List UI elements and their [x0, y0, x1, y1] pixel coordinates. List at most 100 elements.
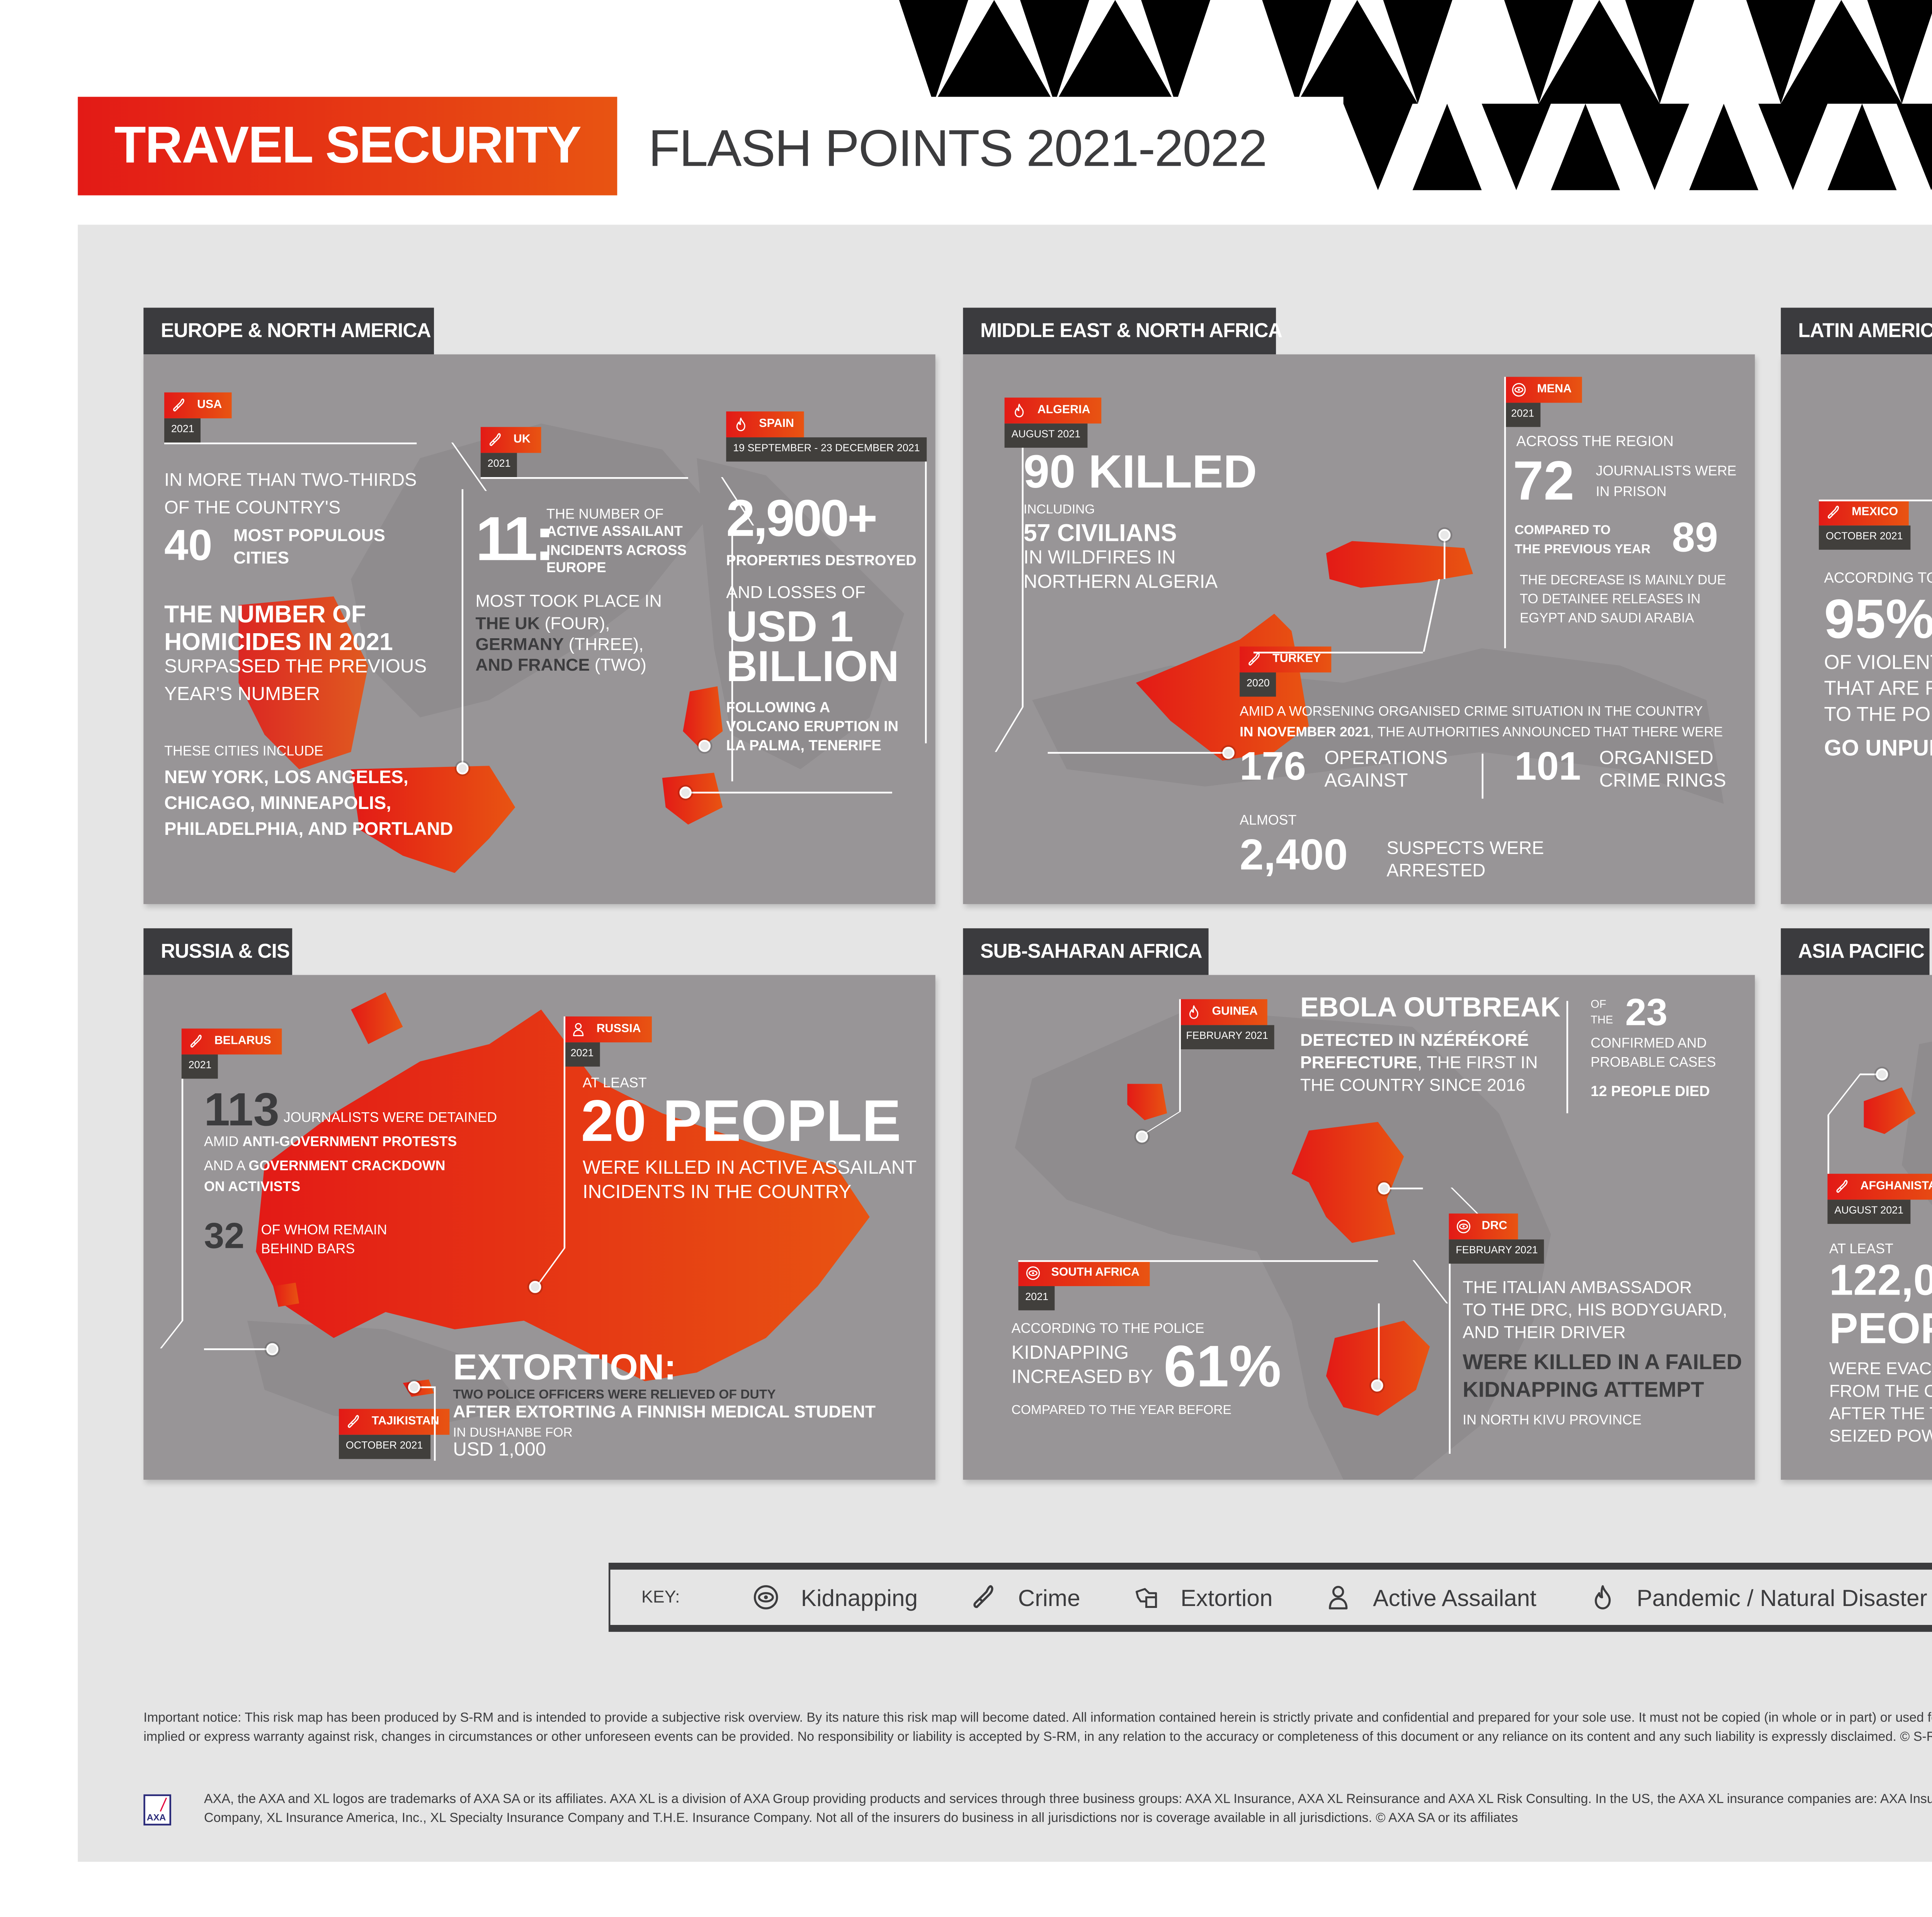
natural-disaster-flame-icon — [1012, 403, 1027, 418]
tag-label: UK — [480, 427, 541, 453]
stat-text: 40 — [164, 522, 213, 571]
map-pin-dot — [698, 740, 711, 752]
stat-text: 2,900+ — [726, 491, 878, 548]
stat-text: EXTORTION: — [453, 1348, 677, 1388]
map-pin-dot — [1222, 746, 1235, 759]
map-pin-dot — [456, 762, 469, 775]
svg-text:AXA: AXA — [147, 1812, 166, 1822]
stat-text: INCIDENTS IN THE COUNTRY — [582, 1182, 852, 1203]
stat-text: JOURNALISTS WERE — [1595, 463, 1736, 479]
stat-text: THE ITALIAN AMBASSADOR — [1463, 1279, 1692, 1298]
stat-text: THAT ARE REPORTED — [1824, 679, 1932, 700]
callout-line — [1179, 999, 1181, 1112]
footer-important-notice: Important notice: This risk map has been… — [143, 1710, 1932, 1744]
region-tab-ssa: SUB-SAHARAN AFRICA — [963, 928, 1209, 975]
map-pin-dot — [408, 1381, 420, 1394]
stat-text: THE — [1590, 1015, 1613, 1027]
stat-text: ACCORDING TO A REPORT — [1824, 569, 1932, 586]
stat-text: THE NUMBER OF — [546, 506, 664, 522]
panel-apac: CHINA 2021 THE AUTHORITIES SEIZED 27 TON… — [1781, 975, 1932, 1480]
tag-label: TAJIKISTAN — [339, 1409, 450, 1435]
stat-text: 32 — [204, 1217, 245, 1257]
callout-line — [1444, 534, 1446, 579]
key-item-kidnapping: Kidnapping — [753, 1582, 918, 1613]
stat-text: DETECTED IN NZÉRÉKORÉ — [1300, 1032, 1529, 1051]
tag-date: OCTOBER 2021 — [1819, 525, 1910, 550]
tag-tajikistan: TAJIKISTAN OCTOBER 2021 — [339, 1409, 450, 1459]
tag-guinea: GUINEA FEBRUARY 2021 — [1179, 999, 1275, 1050]
stat-text: TO THE POLICE — [1824, 705, 1932, 726]
stat-text: 176 — [1240, 743, 1306, 789]
stat-text: PROPERTIES DESTROYED — [726, 551, 917, 569]
stat-text: GERMANY (THREE), — [475, 636, 644, 655]
crime-knife-icon — [488, 432, 503, 448]
stat-text: TO DETAINEE RELEASES IN — [1520, 591, 1701, 607]
stat-text: PREFECTURE, THE FIRST IN — [1300, 1054, 1538, 1074]
tag-algeria: ALGERIA AUGUST 2021 — [1004, 398, 1101, 448]
active-assailant-person-icon — [571, 1021, 586, 1037]
region-tab-russia: RUSSIA & CIS — [143, 928, 293, 975]
tag-label: DRC — [1449, 1213, 1518, 1240]
tag-spain: SPAIN 19 SEPTEMBER - 23 DECEMBER 2021 — [726, 411, 927, 462]
callout-line — [1378, 1303, 1380, 1385]
stat-text: WERE KILLED IN A FAILED — [1463, 1350, 1742, 1375]
tag-russia: RUSSIA 2021 — [563, 1016, 651, 1067]
stat-text: TWO POLICE OFFICERS WERE RELIEVED OF DUT… — [453, 1386, 776, 1402]
stat-text: 23 — [1625, 990, 1668, 1034]
stat-text: AT LEAST — [582, 1075, 647, 1091]
crime-knife-icon — [1826, 505, 1841, 520]
callout-line — [461, 489, 464, 768]
stat-text: ACROSS THE REGION — [1516, 432, 1674, 450]
tag-south-africa: SOUTH AFRICA 2021 — [1018, 1260, 1150, 1310]
stat-text: SUSPECTS WERE — [1386, 838, 1544, 859]
crime-knife-icon — [346, 1414, 361, 1429]
tag-date: 2021 — [1018, 1286, 1056, 1310]
stat-text: IN PRISON — [1595, 484, 1667, 500]
tag-belarus: BELARUS 2021 — [181, 1028, 282, 1079]
stat-text: BILLION — [726, 643, 899, 692]
tag-label: AFGHANISTAN — [1827, 1174, 1932, 1200]
tag-date: FEBRUARY 2021 — [1449, 1239, 1545, 1264]
stat-text: PEOPLE — [1829, 1305, 1932, 1354]
stat-text: JOURNALISTS WERE DETAINED — [283, 1110, 497, 1125]
stat-text: AFTER EXTORTING A FINNISH MEDICAL STUDEN… — [453, 1404, 876, 1423]
stat-text: IN MORE THAN TWO-THIRDS — [164, 470, 417, 491]
stat-text: SURPASSED THE PREVIOUS — [164, 657, 427, 678]
tag-turkey: TURKEY 2020 — [1240, 646, 1332, 697]
callout-line — [1018, 1260, 1378, 1262]
asia-pacific-map — [1864, 1041, 1932, 1205]
tag-label: MENA — [1504, 377, 1582, 403]
natural-disaster-flame-icon — [733, 416, 748, 432]
stat-text: IN DUSHANBE FOR — [453, 1424, 573, 1440]
stat-text: PHILADELPHIA, AND PORTLAND — [164, 819, 453, 840]
callout-line — [925, 461, 927, 744]
stat-text: OF — [1590, 999, 1606, 1011]
tag-mexico: MEXICO OCTOBER 2021 — [1819, 500, 1910, 550]
stat-text: AT LEAST — [1829, 1241, 1893, 1257]
stat-text: IN NOVEMBER 2021, THE AUTHORITIES ANNOUN… — [1240, 724, 1723, 740]
stat-text: CITIES — [233, 549, 289, 569]
stat-text: PROBABLE CASES — [1590, 1054, 1716, 1070]
tag-label: SOUTH AFRICA — [1018, 1260, 1150, 1286]
stat-text: 20 PEOPLE — [581, 1089, 901, 1155]
tag-label: RUSSIA — [563, 1016, 651, 1043]
key-item-pandemic-natural-disaster: Pandemic / Natural Disaster — [1588, 1582, 1927, 1613]
russia-map — [247, 992, 870, 1424]
map-pin-dot — [1438, 529, 1451, 541]
stat-text: FOLLOWING A — [726, 698, 830, 716]
crime-knife-icon — [969, 1582, 997, 1613]
crime-knife-icon — [189, 1034, 204, 1049]
stat-text: 122,000 — [1829, 1256, 1932, 1305]
stat-text: 95% — [1824, 588, 1932, 650]
stat-text: 57 CIVILIANS — [1023, 518, 1177, 546]
stat-text: GO UNPUNISHED — [1824, 734, 1932, 761]
active-assailant-person-icon — [1325, 1582, 1352, 1613]
stat-text: CHICAGO, MINNEAPOLIS, — [164, 793, 391, 814]
region-tab-europe-na: EUROPE & NORTH AMERICA — [143, 308, 434, 355]
callout-line — [164, 442, 417, 444]
stat-text: KIDNAPPING ATTEMPT — [1463, 1378, 1704, 1402]
stat-text: HOMICIDES IN 2021 — [164, 627, 393, 655]
natural-disaster-flame-icon — [1588, 1582, 1616, 1613]
stat-text: BEHIND BARS — [261, 1241, 355, 1257]
stat-text: WERE EVACUATED — [1829, 1360, 1932, 1380]
